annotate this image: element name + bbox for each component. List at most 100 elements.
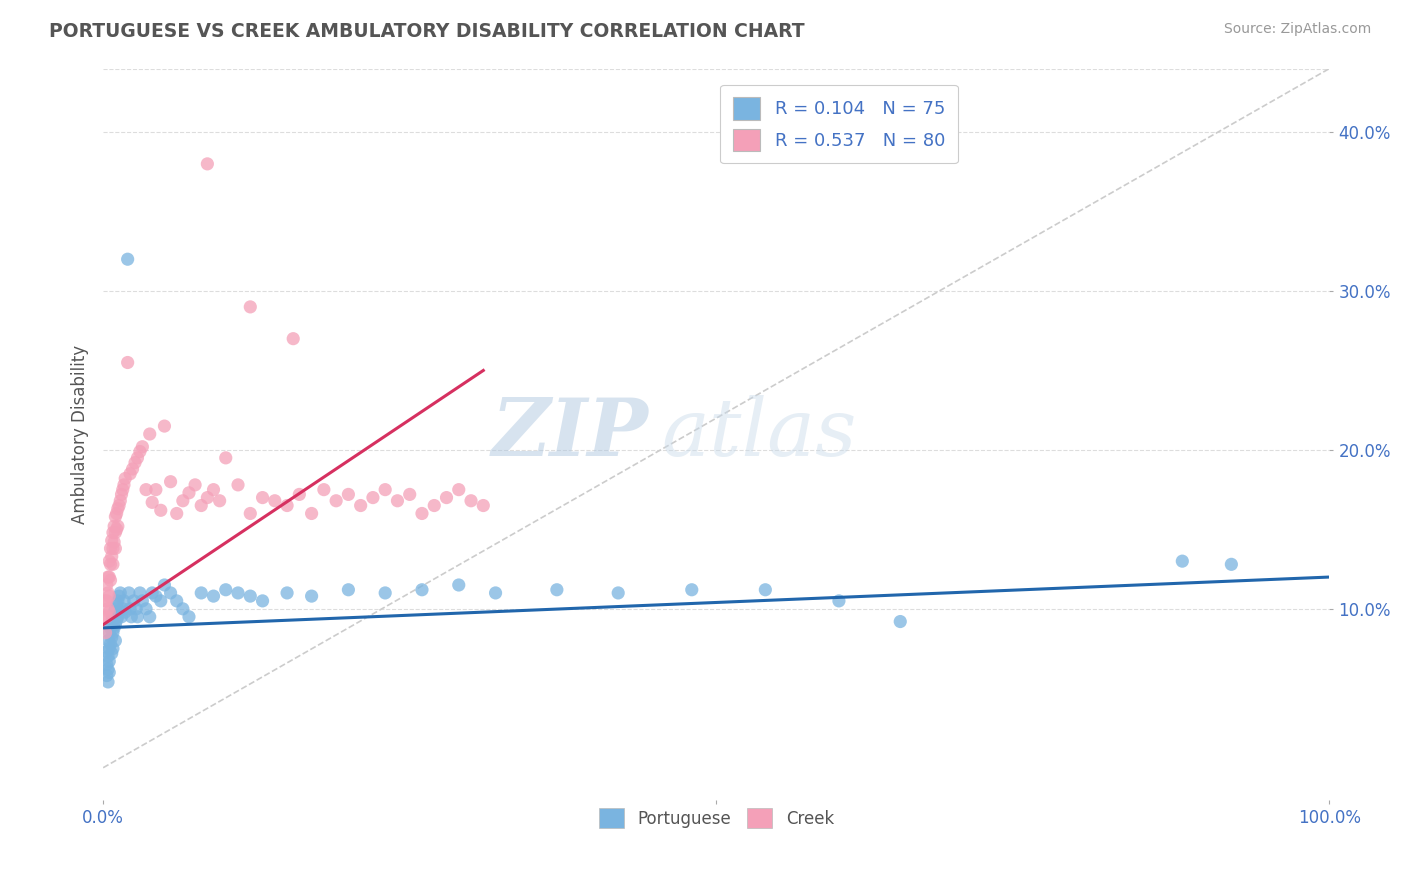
Point bbox=[118, 586, 141, 600]
Point bbox=[283, 332, 305, 346]
Point bbox=[97, 662, 120, 676]
Point bbox=[325, 493, 347, 508]
Point bbox=[96, 668, 118, 682]
Point bbox=[190, 586, 212, 600]
Point bbox=[177, 609, 200, 624]
Point bbox=[98, 605, 121, 619]
Point bbox=[96, 645, 118, 659]
Point bbox=[208, 493, 231, 508]
Point bbox=[107, 501, 129, 516]
Point bbox=[374, 586, 396, 600]
Point bbox=[202, 589, 225, 603]
Point bbox=[122, 594, 145, 608]
Point bbox=[103, 535, 125, 549]
Point bbox=[125, 602, 148, 616]
Point bbox=[110, 493, 132, 508]
Point bbox=[108, 499, 131, 513]
Point bbox=[1220, 558, 1243, 572]
Point bbox=[301, 507, 323, 521]
Point bbox=[105, 597, 128, 611]
Point bbox=[104, 617, 127, 632]
Point bbox=[120, 609, 142, 624]
Point bbox=[153, 419, 176, 434]
Point bbox=[226, 478, 249, 492]
Point bbox=[484, 586, 506, 600]
Point bbox=[108, 605, 131, 619]
Point bbox=[129, 586, 152, 600]
Point bbox=[436, 491, 458, 505]
Point bbox=[100, 637, 122, 651]
Point bbox=[110, 487, 132, 501]
Point bbox=[312, 483, 335, 497]
Point bbox=[98, 570, 121, 584]
Point bbox=[127, 450, 149, 465]
Point bbox=[226, 586, 249, 600]
Point bbox=[98, 665, 121, 680]
Point bbox=[100, 631, 122, 645]
Point bbox=[135, 483, 157, 497]
Point bbox=[98, 554, 121, 568]
Point bbox=[104, 541, 127, 556]
Point bbox=[239, 507, 262, 521]
Point bbox=[114, 605, 136, 619]
Point bbox=[98, 654, 121, 668]
Point bbox=[288, 487, 311, 501]
Point bbox=[252, 491, 274, 505]
Point bbox=[100, 573, 122, 587]
Point bbox=[100, 558, 122, 572]
Text: PORTUGUESE VS CREEK AMBULATORY DISABILITY CORRELATION CHART: PORTUGUESE VS CREEK AMBULATORY DISABILIT… bbox=[49, 22, 804, 41]
Point bbox=[141, 586, 163, 600]
Point bbox=[184, 478, 207, 492]
Point bbox=[411, 582, 433, 597]
Point bbox=[111, 602, 134, 616]
Point bbox=[112, 594, 135, 608]
Point bbox=[94, 609, 117, 624]
Point bbox=[112, 478, 135, 492]
Point bbox=[117, 355, 139, 369]
Point bbox=[117, 252, 139, 267]
Point bbox=[103, 605, 125, 619]
Point bbox=[350, 499, 373, 513]
Point bbox=[387, 493, 409, 508]
Point bbox=[423, 499, 446, 513]
Point bbox=[96, 594, 118, 608]
Point bbox=[103, 621, 125, 635]
Point bbox=[120, 467, 142, 481]
Point bbox=[141, 495, 163, 509]
Point bbox=[681, 582, 703, 597]
Point bbox=[96, 578, 118, 592]
Point bbox=[98, 589, 121, 603]
Point bbox=[172, 493, 194, 508]
Point bbox=[127, 609, 149, 624]
Point bbox=[135, 602, 157, 616]
Point bbox=[129, 444, 152, 458]
Point bbox=[101, 609, 124, 624]
Point bbox=[1171, 554, 1194, 568]
Point bbox=[97, 649, 120, 664]
Point bbox=[195, 157, 218, 171]
Point bbox=[546, 582, 568, 597]
Point bbox=[107, 519, 129, 533]
Point bbox=[100, 646, 122, 660]
Point bbox=[447, 578, 470, 592]
Point bbox=[607, 586, 630, 600]
Point bbox=[337, 582, 360, 597]
Point bbox=[166, 507, 188, 521]
Point bbox=[145, 483, 167, 497]
Point bbox=[124, 456, 146, 470]
Point bbox=[190, 499, 212, 513]
Point bbox=[754, 582, 776, 597]
Point bbox=[215, 582, 238, 597]
Point bbox=[138, 609, 160, 624]
Point bbox=[94, 625, 117, 640]
Point bbox=[97, 602, 120, 616]
Point bbox=[447, 483, 470, 497]
Point bbox=[159, 586, 181, 600]
Point bbox=[100, 621, 122, 635]
Point bbox=[104, 525, 127, 540]
Point bbox=[98, 641, 121, 656]
Point bbox=[100, 549, 122, 564]
Point bbox=[110, 609, 132, 624]
Point bbox=[166, 594, 188, 608]
Point bbox=[337, 487, 360, 501]
